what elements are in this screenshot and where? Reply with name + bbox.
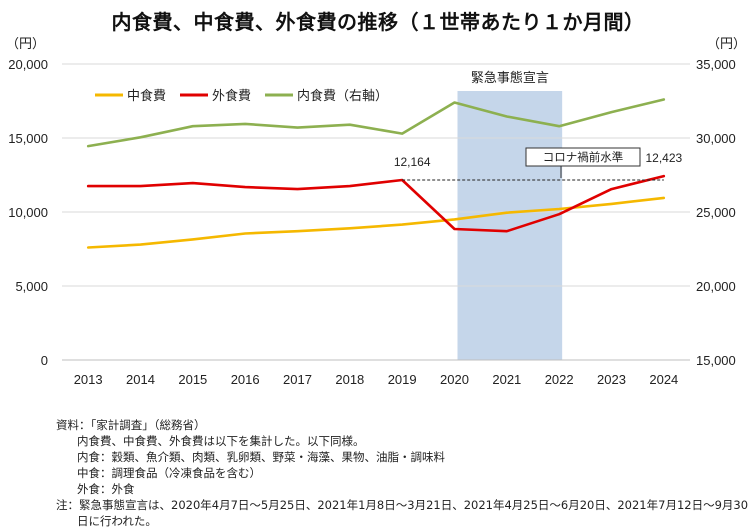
notes-line-4: 外食：外食 [77, 482, 135, 496]
x-tick-label: 2022 [545, 372, 574, 387]
notes: 資料：「家計調査」（総務省） 内食費、中食費、外食費は以下を集計した。以下同様。… [56, 417, 756, 529]
y-right-tick-label: 35,000 [696, 57, 736, 72]
value-label-2024: 12,423 [645, 151, 682, 165]
axes: 0 5,000 10,000 15,000 20,000 15,000 20,000 25,0… [6, 36, 746, 387]
y-left-tick-label: 20,000 [8, 57, 48, 72]
notes-line-3: 中食：調理食品（冷凍食品を含む） [77, 466, 261, 480]
chart-title: 内食費、中食費、外食費の推移（１世帯あたり１か月間） [111, 10, 645, 34]
series-lines [86, 98, 666, 249]
legend-label-2: 外食費 [212, 88, 251, 103]
x-tick-label: 2015 [178, 372, 207, 387]
y-left-tick-label: 0 [41, 353, 48, 368]
series-line-1 [86, 196, 666, 249]
notes-line-1: 内食費、中食費、外食費は以下を集計した。以下同様。 [77, 434, 365, 448]
x-tick-label: 2018 [335, 372, 364, 387]
series-line-3 [86, 98, 666, 148]
y-right-unit: （円） [707, 36, 746, 51]
series-line-2 [86, 174, 666, 233]
legend-label-1: 中食費 [127, 88, 166, 103]
line-chart: 緊急事態宣言 0 5,000 10,000 15,000 20,000 15,000 20,… [6, 36, 746, 387]
legend-label-3: 内食費（右軸） [297, 88, 388, 103]
annotations: 12,164 12,423 コロナ禍前水準 [394, 147, 683, 181]
x-tick-label: 2016 [231, 372, 260, 387]
y-right-tick-label: 15,000 [696, 353, 736, 368]
callout-box [525, 147, 641, 167]
notes-source: 資料：「家計調査」（総務省） [56, 418, 206, 432]
emergency-period-band [457, 91, 563, 360]
x-tick-label: 2017 [283, 372, 312, 387]
legend: 中食費 外食費 内食費（右軸） [95, 88, 388, 103]
notes-footnote: 注：緊急事態宣言は、2020年4月7日～5月25日、2021年1月8日～3月21… [56, 498, 749, 528]
emergency-period-label: 緊急事態宣言 [471, 70, 549, 85]
callout-label: コロナ禍前水準 [543, 150, 624, 164]
y-left-unit: （円） [6, 36, 45, 51]
y-right-tick-label: 25,000 [696, 205, 736, 220]
y-right-tick-label: 30,000 [696, 131, 736, 146]
x-tick-label: 2024 [649, 372, 678, 387]
value-label-2019: 12,164 [394, 155, 431, 169]
y-left-tick-label: 5,000 [15, 279, 48, 294]
x-tick-label: 2019 [388, 372, 417, 387]
x-tick-label: 2023 [597, 372, 626, 387]
x-tick-label: 2014 [126, 372, 155, 387]
gridlines [62, 63, 690, 287]
x-tick-label: 2013 [74, 372, 103, 387]
y-left-tick-label: 15,000 [8, 131, 48, 146]
y-left-tick-label: 10,000 [8, 205, 48, 220]
x-tick-label: 2021 [492, 372, 521, 387]
x-tick-label: 2020 [440, 372, 469, 387]
emergency-period-layer: 緊急事態宣言 [457, 70, 563, 360]
notes-line-2: 内食：穀類、魚介類、肉類、乳卵類、野菜・海藻、果物、油脂・調味料 [77, 450, 445, 464]
y-right-tick-label: 20,000 [696, 279, 736, 294]
